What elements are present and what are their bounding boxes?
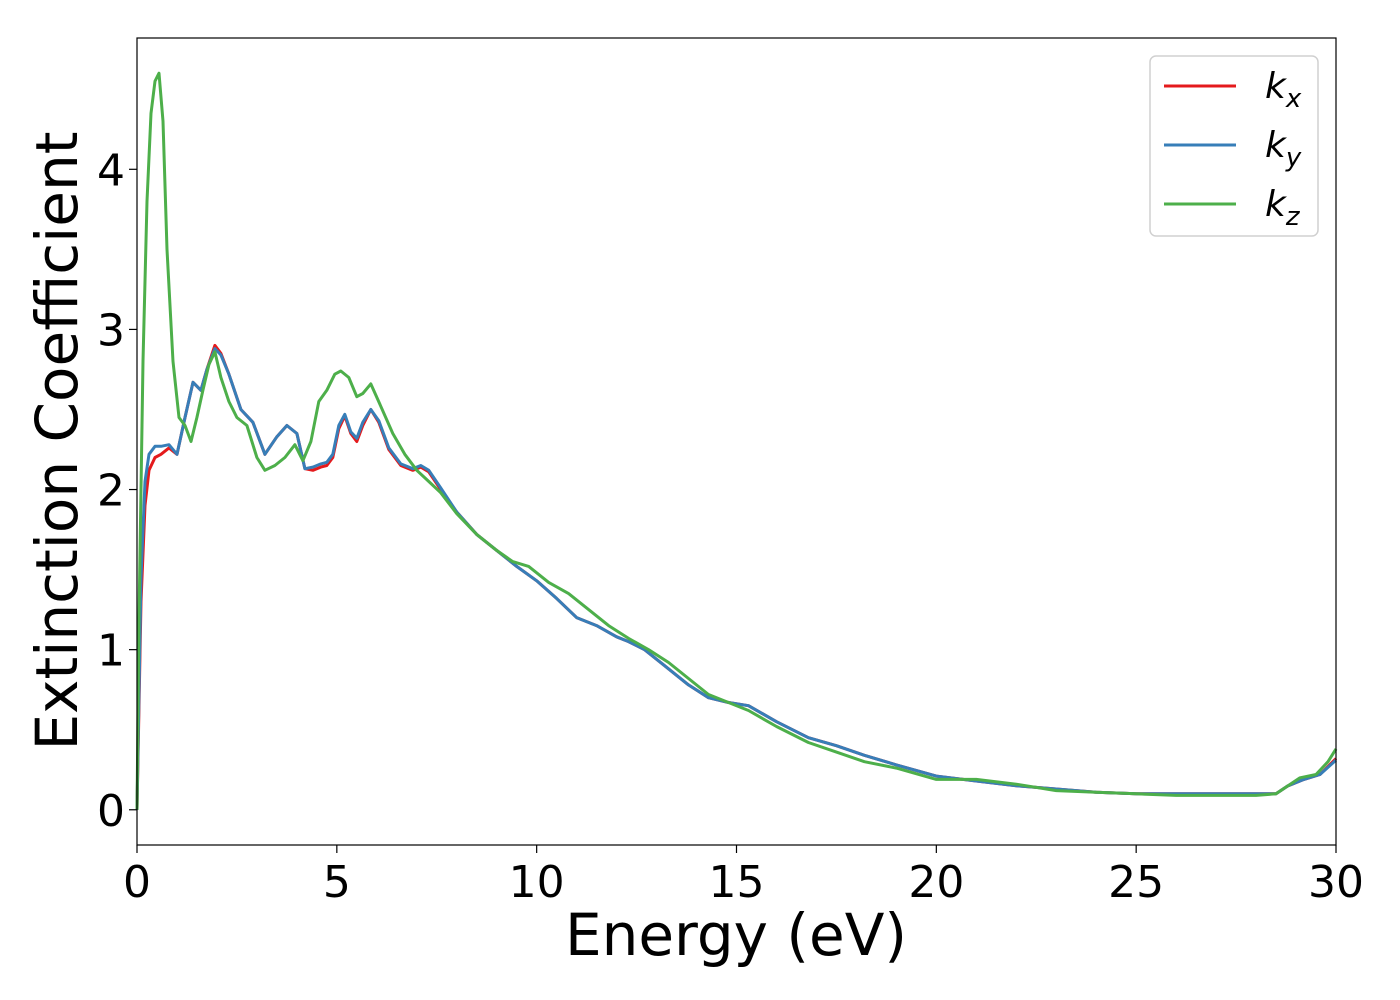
y-tick-label: 4 <box>97 145 125 196</box>
x-tick-label: 20 <box>908 857 964 908</box>
x-tick-label: 30 <box>1308 857 1364 908</box>
y-axis-ticks: 0 1 2 3 4 <box>97 145 137 837</box>
x-tick-label: 5 <box>323 857 351 908</box>
y-tick-label: 1 <box>97 626 125 677</box>
x-tick-label: 10 <box>509 857 565 908</box>
x-axis-title: Energy (eV) <box>565 901 907 969</box>
x-tick-label: 25 <box>1108 857 1164 908</box>
y-tick-label: 0 <box>97 786 125 837</box>
y-tick-label: 3 <box>97 305 125 356</box>
x-tick-label: 0 <box>123 857 151 908</box>
y-tick-label: 2 <box>97 466 125 517</box>
x-axis-ticks: 0 5 10 15 20 25 30 <box>123 845 1364 908</box>
plot-lines <box>135 71 1338 810</box>
series-line-z <box>135 71 1338 810</box>
y-axis-title: Extinction Coefficient <box>23 132 91 751</box>
x-tick-label: 15 <box>709 857 765 908</box>
